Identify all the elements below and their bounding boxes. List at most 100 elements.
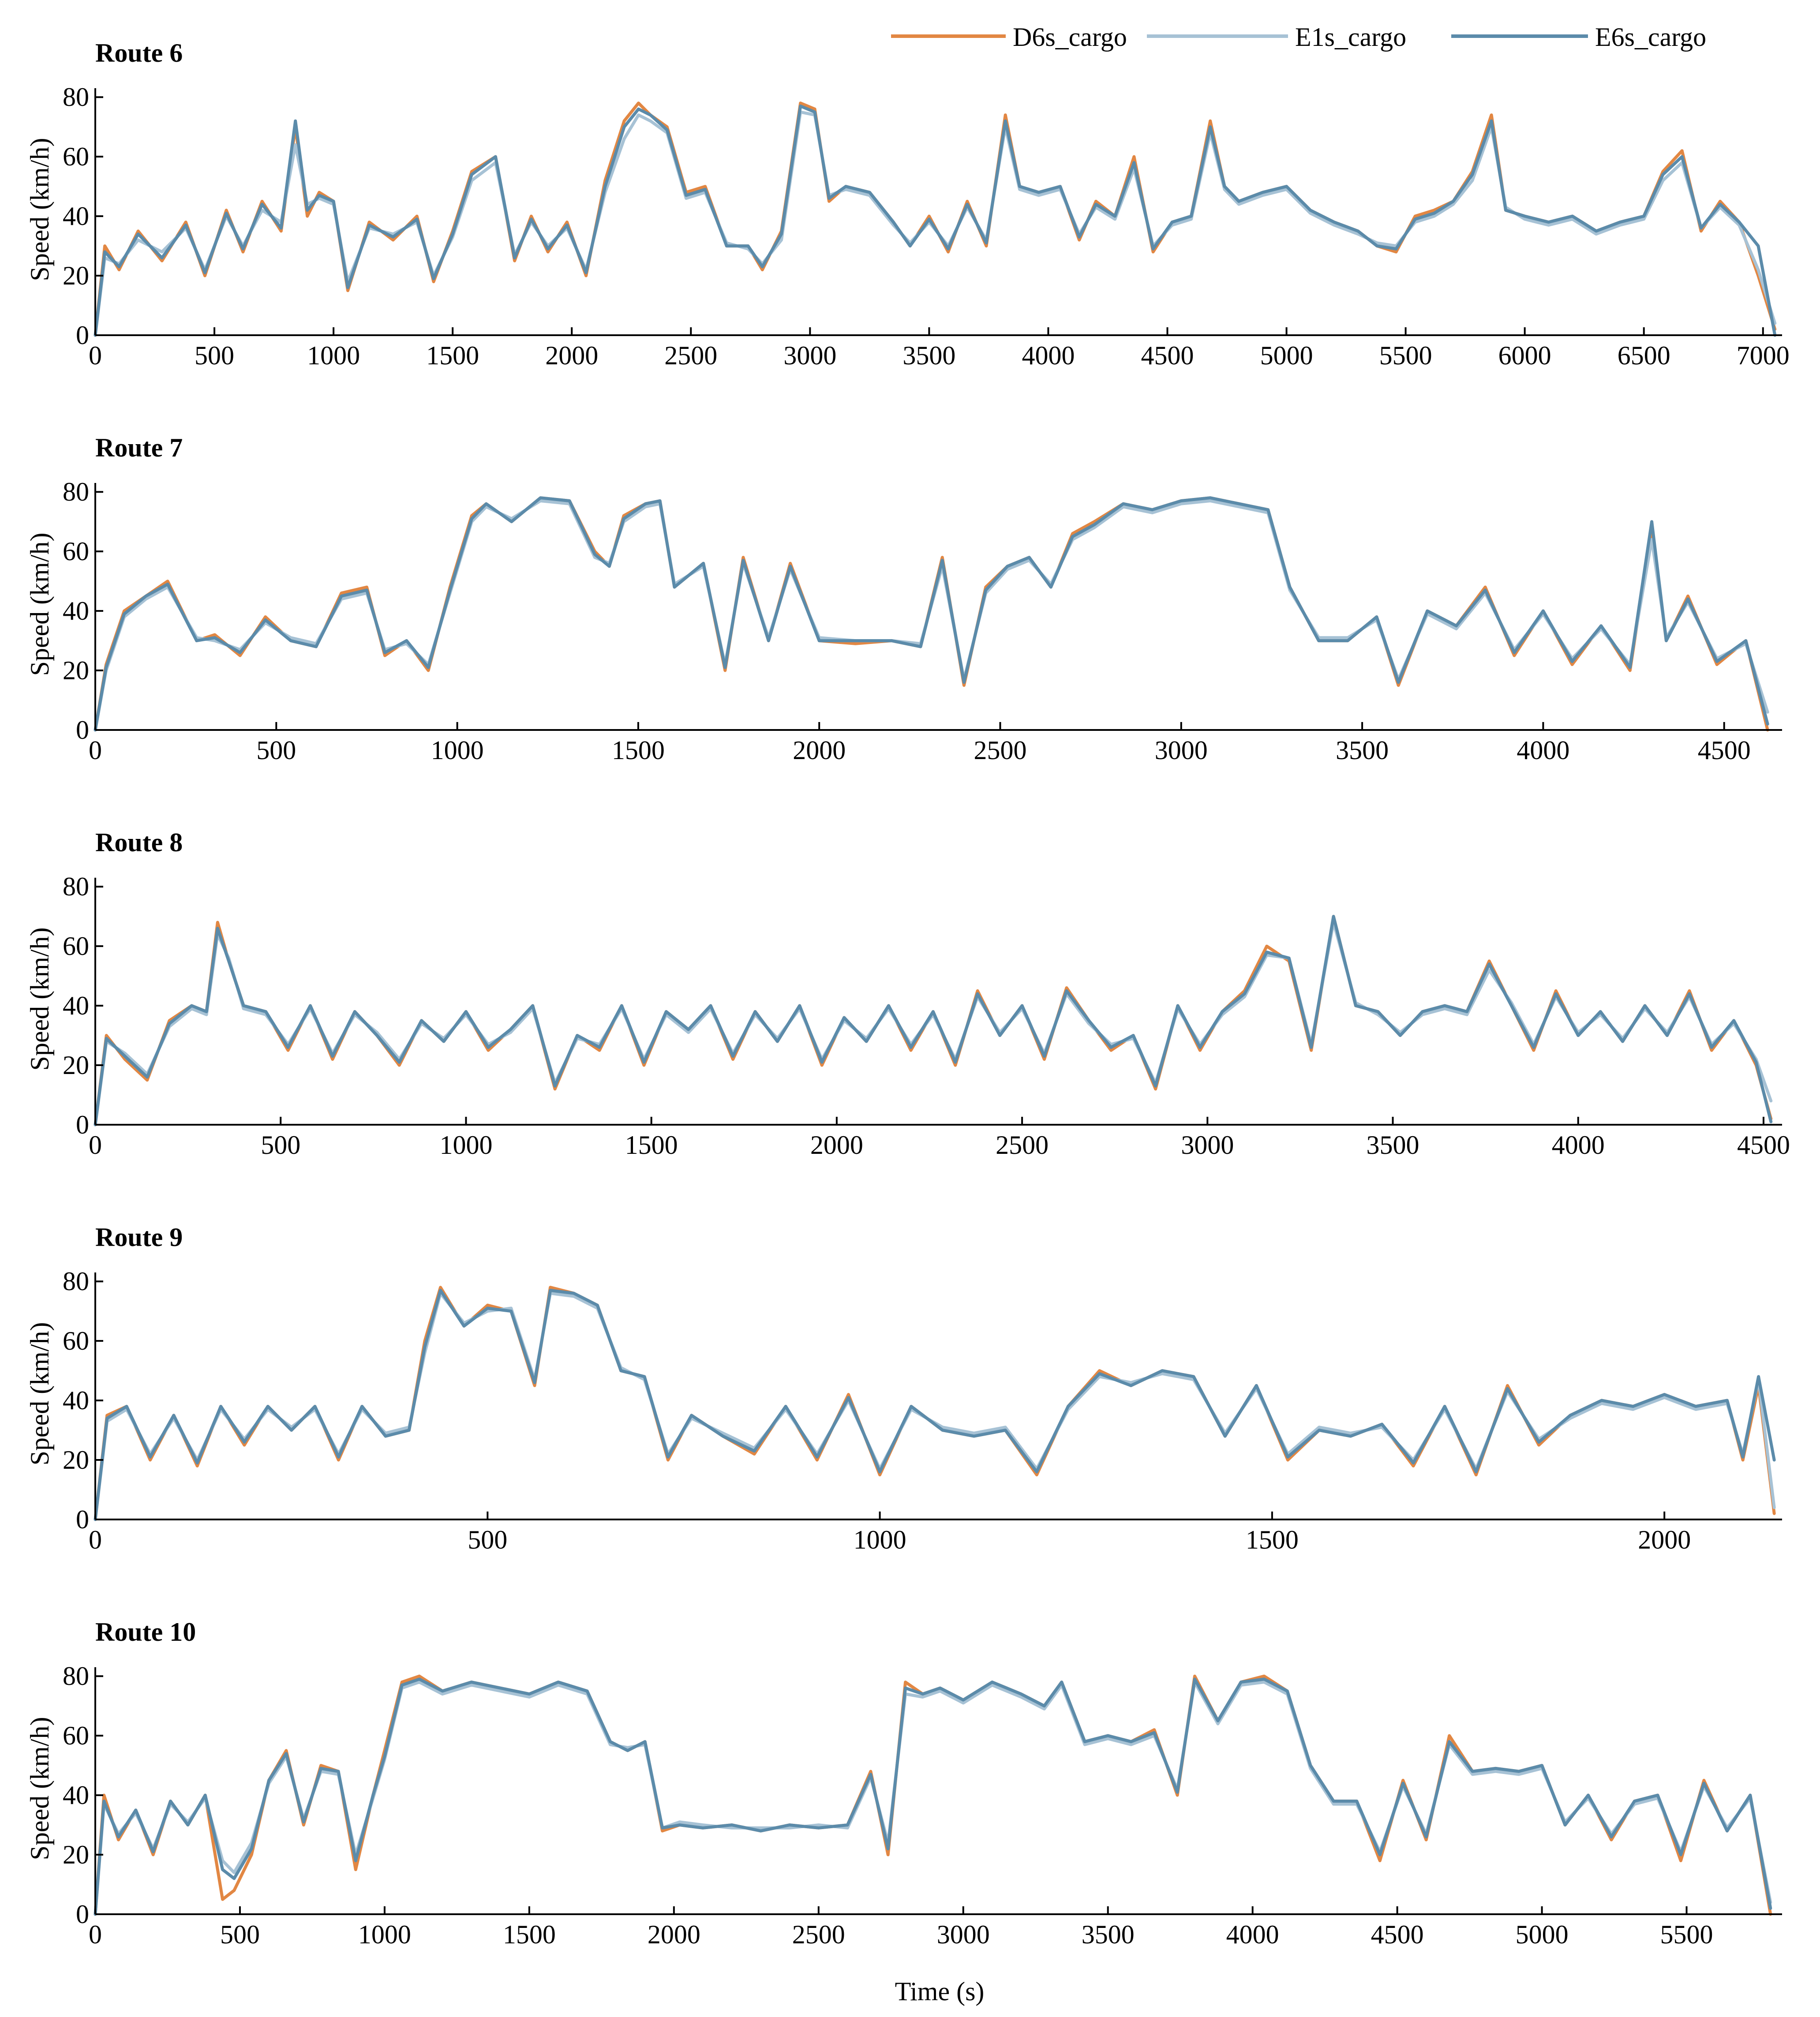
x-tick-label: 1000 xyxy=(358,1920,411,1949)
x-tick-label: 0 xyxy=(89,1130,102,1160)
y-tick-label: 20 xyxy=(63,1445,89,1474)
y-axis-label: Speed (km/h) xyxy=(25,928,54,1071)
x-tick-label: 3500 xyxy=(1336,736,1389,765)
x-tick-label: 1500 xyxy=(426,341,479,370)
panel-title: Route 8 xyxy=(95,828,183,857)
panel-route-8: Route 8 Speed (km/h) 0 500 1000 1500 2000 250… xyxy=(25,828,1790,1160)
x-axis-label: Time (s) xyxy=(895,1977,985,2006)
x-tick-label: 3000 xyxy=(783,341,836,370)
y-tick-label: 20 xyxy=(63,261,89,290)
x-tick-label: 4500 xyxy=(1737,1130,1790,1160)
x-tick-label: 0 xyxy=(89,736,102,765)
y-tick-label: 60 xyxy=(63,1721,89,1750)
x-tick-label: 4000 xyxy=(1022,341,1075,370)
panel-route-6: Route 6 Speed (km/h) 0 500 1000 1500 2000 250… xyxy=(25,38,1790,370)
series-line-e1s-cargo xyxy=(94,499,1769,732)
x-tick-label: 2500 xyxy=(664,341,717,370)
x-tick-label: 2500 xyxy=(996,1130,1049,1160)
y-tick-label: 80 xyxy=(63,82,89,112)
x-tick-label: 3500 xyxy=(1367,1130,1419,1160)
y-tick-label: 60 xyxy=(63,142,89,171)
x-tick-label: 1500 xyxy=(1246,1525,1299,1554)
series-line-e1s-cargo xyxy=(94,1291,1776,1521)
x-tick-label: 4000 xyxy=(1552,1130,1605,1160)
y-tick-label: 80 xyxy=(63,1267,89,1296)
x-tick-label: 2500 xyxy=(974,736,1027,765)
x-tick-label: 1000 xyxy=(854,1525,906,1554)
x-tick-label: 1500 xyxy=(612,736,665,765)
panel-route-9: Route 9 Speed (km/h) 0 500 1000 1500 2000 0 20… xyxy=(25,1223,1782,1554)
x-tick-label: 2000 xyxy=(1638,1525,1691,1554)
series-line-e6s-cargo xyxy=(94,105,1777,337)
legend-label-e6s-cargo: E6s_cargo xyxy=(1595,22,1706,52)
x-tick-label: 2000 xyxy=(648,1920,700,1949)
x-tick-label: 4500 xyxy=(1371,1920,1424,1949)
x-tick-label: 4000 xyxy=(1226,1920,1279,1949)
x-tick-label: 7000 xyxy=(1737,341,1790,370)
legend: D6s_cargo E1s_cargo E6s_cargo xyxy=(891,22,1706,52)
y-tick-label: 40 xyxy=(63,596,89,625)
y-tick-label: 0 xyxy=(76,321,89,350)
x-tick-label: 4000 xyxy=(1517,736,1569,765)
x-tick-label: 0 xyxy=(89,1525,102,1554)
x-tick-label: 5500 xyxy=(1660,1920,1713,1949)
x-tick-label: 6500 xyxy=(1618,341,1670,370)
series-line-d6s-cargo xyxy=(94,1286,1776,1521)
x-tick-label: 3000 xyxy=(937,1920,990,1949)
legend-label-d6s-cargo: D6s_cargo xyxy=(1013,22,1127,52)
series-line-e6s-cargo xyxy=(94,1677,1772,1916)
x-tick-label: 2500 xyxy=(792,1920,845,1949)
x-tick-label: 4500 xyxy=(1698,736,1751,765)
y-tick-label: 20 xyxy=(63,1840,89,1869)
y-tick-label: 0 xyxy=(76,715,89,745)
x-tick-label: 500 xyxy=(261,1130,300,1160)
y-axis-label: Speed (km/h) xyxy=(25,1322,54,1466)
series-line-d6s-cargo xyxy=(94,915,1773,1126)
y-tick-label: 40 xyxy=(63,991,89,1020)
x-tick-label: 5500 xyxy=(1379,341,1432,370)
x-tick-label: 3000 xyxy=(1181,1130,1234,1160)
y-tick-label: 0 xyxy=(76,1110,89,1139)
x-tick-label: 1000 xyxy=(431,736,484,765)
x-tick-label: 2000 xyxy=(545,341,598,370)
series-line-e6s-cargo xyxy=(94,496,1769,732)
x-tick-label: 500 xyxy=(195,341,234,370)
series-line-d6s-cargo xyxy=(94,1674,1772,1916)
x-tick-label: 500 xyxy=(468,1525,507,1554)
x-tick-label: 5000 xyxy=(1260,341,1313,370)
y-tick-label: 60 xyxy=(63,1326,89,1355)
x-tick-label: 1000 xyxy=(439,1130,492,1160)
panel-title: Route 6 xyxy=(95,38,183,67)
x-tick-label: 0 xyxy=(89,1920,102,1949)
y-axis-label: Speed (km/h) xyxy=(25,533,54,676)
x-tick-label: 5000 xyxy=(1516,1920,1569,1949)
x-tick-label: 500 xyxy=(256,736,296,765)
x-tick-label: 2000 xyxy=(810,1130,863,1160)
y-tick-label: 60 xyxy=(63,537,89,566)
x-tick-label: 3500 xyxy=(1082,1920,1135,1949)
panel-title: Route 9 xyxy=(95,1223,183,1252)
panel-title: Route 10 xyxy=(95,1617,196,1647)
x-tick-label: 1500 xyxy=(503,1920,556,1949)
y-axis-label: Speed (km/h) xyxy=(25,1717,54,1860)
y-tick-label: 80 xyxy=(63,872,89,901)
y-tick-label: 80 xyxy=(63,477,89,506)
series-line-e1s-cargo xyxy=(94,110,1777,337)
y-tick-label: 20 xyxy=(63,1051,89,1080)
x-tick-label: 1500 xyxy=(625,1130,678,1160)
y-tick-label: 60 xyxy=(63,932,89,961)
series-line-e1s-cargo xyxy=(94,1680,1772,1916)
y-tick-label: 40 xyxy=(63,202,89,231)
y-tick-label: 40 xyxy=(63,1386,89,1415)
x-tick-label: 3000 xyxy=(1155,736,1208,765)
x-tick-label: 1000 xyxy=(307,341,360,370)
x-tick-label: 3500 xyxy=(903,341,955,370)
x-tick-label: 500 xyxy=(220,1920,260,1949)
y-tick-label: 40 xyxy=(63,1781,89,1810)
x-tick-label: 2000 xyxy=(793,736,846,765)
series-line-e6s-cargo xyxy=(94,915,1773,1126)
y-axis-label: Speed (km/h) xyxy=(25,138,54,281)
series-line-e6s-cargo xyxy=(94,1289,1776,1521)
x-tick-label: 0 xyxy=(89,341,102,370)
